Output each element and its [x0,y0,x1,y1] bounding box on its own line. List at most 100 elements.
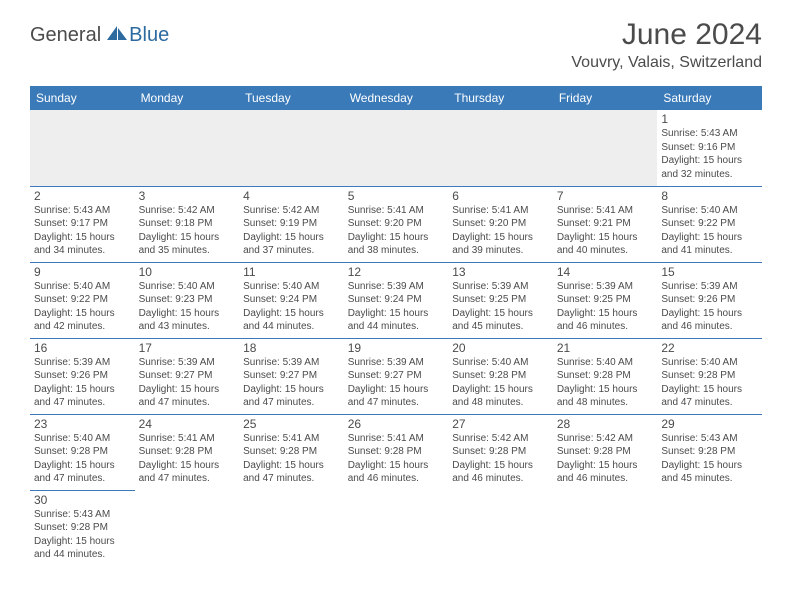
day-number: 3 [139,189,236,203]
calendar-cell [553,110,658,186]
weekday-header: Saturday [657,86,762,110]
page-subtitle: Vouvry, Valais, Switzerland [571,54,762,72]
calendar-cell: 10Sunrise: 5:40 AMSunset: 9:23 PMDayligh… [135,262,240,338]
day-info-line: Sunrise: 5:40 AM [557,356,654,370]
day-info-line: Sunset: 9:17 PM [34,217,131,231]
day-info-line: and 35 minutes. [139,244,236,258]
day-info-line: Sunset: 9:27 PM [139,369,236,383]
day-info-line: Daylight: 15 hours [557,459,654,473]
day-info-line: Sunrise: 5:40 AM [661,204,758,218]
day-info-line: Sunset: 9:24 PM [243,293,340,307]
calendar-cell: 19Sunrise: 5:39 AMSunset: 9:27 PMDayligh… [344,338,449,414]
calendar-cell [239,490,344,566]
day-info-line: Sunrise: 5:39 AM [348,356,445,370]
calendar-cell: 22Sunrise: 5:40 AMSunset: 9:28 PMDayligh… [657,338,762,414]
day-number: 30 [34,493,131,507]
day-info-line: Daylight: 15 hours [557,307,654,321]
day-info-line: Sunset: 9:26 PM [661,293,758,307]
day-info-line: and 46 minutes. [452,472,549,486]
day-info-line: Sunset: 9:25 PM [452,293,549,307]
day-info-line: and 32 minutes. [661,168,758,182]
day-info-line: Daylight: 15 hours [34,307,131,321]
calendar-cell: 27Sunrise: 5:42 AMSunset: 9:28 PMDayligh… [448,414,553,490]
day-info-line: and 42 minutes. [34,320,131,334]
calendar-cell [135,490,240,566]
day-info-line: Sunrise: 5:40 AM [34,280,131,294]
day-info-line: Sunset: 9:18 PM [139,217,236,231]
day-number: 24 [139,417,236,431]
calendar-cell: 14Sunrise: 5:39 AMSunset: 9:25 PMDayligh… [553,262,658,338]
calendar-week-row: 30Sunrise: 5:43 AMSunset: 9:28 PMDayligh… [30,490,762,566]
weekday-header: Sunday [30,86,135,110]
day-info-line: Sunset: 9:28 PM [348,445,445,459]
day-info-line: Daylight: 15 hours [139,383,236,397]
day-info-line: Sunrise: 5:40 AM [452,356,549,370]
calendar-week-row: 23Sunrise: 5:40 AMSunset: 9:28 PMDayligh… [30,414,762,490]
calendar-cell: 6Sunrise: 5:41 AMSunset: 9:20 PMDaylight… [448,186,553,262]
day-info-line: and 44 minutes. [34,548,131,562]
day-info-line: Sunset: 9:20 PM [452,217,549,231]
day-info-line: Sunset: 9:22 PM [34,293,131,307]
calendar-cell: 11Sunrise: 5:40 AMSunset: 9:24 PMDayligh… [239,262,344,338]
day-info-line: and 43 minutes. [139,320,236,334]
calendar-week-row: 1Sunrise: 5:43 AMSunset: 9:16 PMDaylight… [30,110,762,186]
day-info-line: Sunrise: 5:41 AM [348,204,445,218]
logo-sail-icon [105,24,129,42]
weekday-header: Monday [135,86,240,110]
day-info-line: Sunrise: 5:39 AM [661,280,758,294]
day-info-line: and 39 minutes. [452,244,549,258]
day-info-line: and 46 minutes. [557,320,654,334]
day-info-line: and 47 minutes. [661,396,758,410]
calendar-cell: 20Sunrise: 5:40 AMSunset: 9:28 PMDayligh… [448,338,553,414]
day-info-line: and 44 minutes. [348,320,445,334]
day-info-line: and 46 minutes. [348,472,445,486]
calendar-cell [344,110,449,186]
day-info-line: and 47 minutes. [34,396,131,410]
day-info-line: and 47 minutes. [139,472,236,486]
day-info-line: Sunrise: 5:42 AM [557,432,654,446]
calendar-cell: 15Sunrise: 5:39 AMSunset: 9:26 PMDayligh… [657,262,762,338]
day-info-line: Sunrise: 5:39 AM [452,280,549,294]
day-info-line: and 46 minutes. [557,472,654,486]
day-info-line: Sunset: 9:21 PM [557,217,654,231]
day-info-line: and 37 minutes. [243,244,340,258]
logo-text-general: General [30,24,101,47]
calendar-cell: 12Sunrise: 5:39 AMSunset: 9:24 PMDayligh… [344,262,449,338]
day-info-line: Sunset: 9:19 PM [243,217,340,231]
day-info-line: Sunrise: 5:41 AM [139,432,236,446]
day-info-line: Daylight: 15 hours [243,383,340,397]
day-info-line: Sunrise: 5:40 AM [139,280,236,294]
day-info-line: Sunset: 9:27 PM [348,369,445,383]
day-info-line: Daylight: 15 hours [661,307,758,321]
day-number: 15 [661,265,758,279]
day-info-line: Sunrise: 5:39 AM [557,280,654,294]
calendar-cell: 18Sunrise: 5:39 AMSunset: 9:27 PMDayligh… [239,338,344,414]
day-info-line: and 44 minutes. [243,320,340,334]
day-info-line: and 47 minutes. [34,472,131,486]
day-info-line: Sunset: 9:20 PM [348,217,445,231]
day-info-line: Daylight: 15 hours [243,231,340,245]
day-number: 22 [661,341,758,355]
day-info-line: Daylight: 15 hours [34,535,131,549]
calendar-cell: 8Sunrise: 5:40 AMSunset: 9:22 PMDaylight… [657,186,762,262]
day-info-line: Sunrise: 5:40 AM [243,280,340,294]
day-info-line: Daylight: 15 hours [348,459,445,473]
day-info-line: and 47 minutes. [243,396,340,410]
day-number: 9 [34,265,131,279]
day-info-line: Sunrise: 5:43 AM [661,127,758,141]
day-number: 11 [243,265,340,279]
calendar-cell [135,110,240,186]
day-info-line: Daylight: 15 hours [452,307,549,321]
title-block: June 2024 Vouvry, Valais, Switzerland [571,18,762,72]
logo-text-blue: Blue [129,24,169,47]
day-info-line: Daylight: 15 hours [452,231,549,245]
day-info-line: Daylight: 15 hours [139,231,236,245]
day-info-line: Daylight: 15 hours [34,459,131,473]
day-number: 16 [34,341,131,355]
day-number: 26 [348,417,445,431]
day-info-line: Sunset: 9:22 PM [661,217,758,231]
page-title: June 2024 [571,18,762,52]
calendar-cell [239,110,344,186]
day-info-line: Daylight: 15 hours [557,383,654,397]
day-info-line: Daylight: 15 hours [348,383,445,397]
